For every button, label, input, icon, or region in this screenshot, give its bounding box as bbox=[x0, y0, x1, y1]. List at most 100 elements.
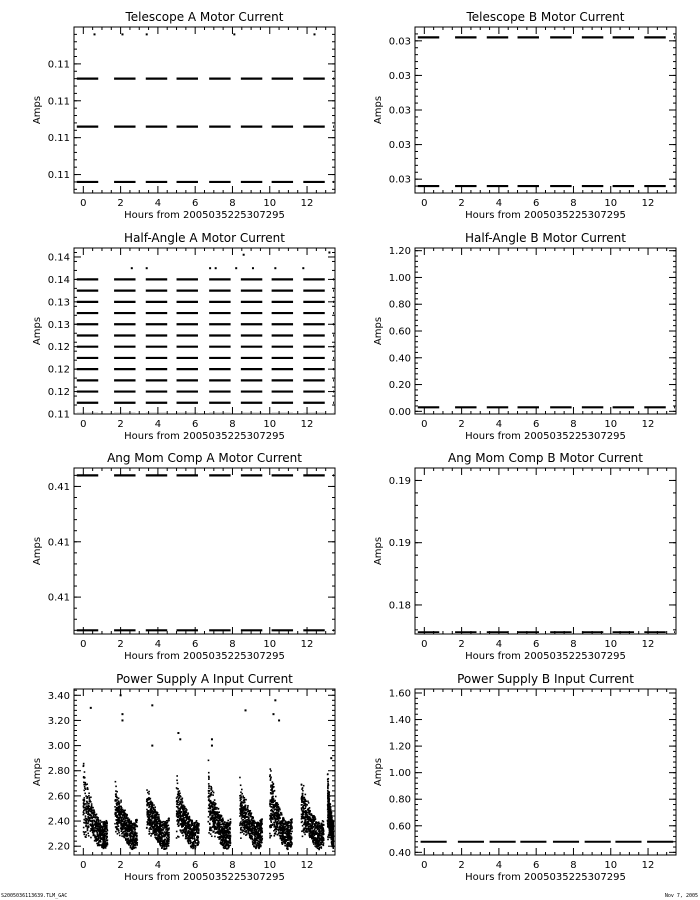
data-point bbox=[223, 835, 225, 838]
data-point bbox=[186, 816, 188, 819]
y-tick-label: 0.03 bbox=[389, 175, 411, 186]
data-point bbox=[252, 817, 254, 819]
data-point bbox=[209, 800, 211, 803]
data-point bbox=[175, 815, 178, 817]
data-point bbox=[229, 826, 231, 829]
data-point bbox=[261, 841, 263, 844]
data-point bbox=[114, 806, 116, 808]
y-tick-label: 1.00 bbox=[389, 273, 411, 284]
y-tick-label: 0.12 bbox=[48, 342, 70, 353]
data-point bbox=[269, 800, 271, 803]
data-point bbox=[213, 812, 216, 815]
data-point bbox=[218, 811, 220, 813]
data-point bbox=[243, 821, 246, 823]
x-axis-label: Hours from 2005035225307295 bbox=[124, 431, 285, 442]
data-point bbox=[229, 842, 231, 844]
data-point bbox=[271, 801, 273, 804]
data-point bbox=[251, 826, 254, 829]
data-point bbox=[189, 833, 192, 836]
data-point bbox=[244, 824, 247, 827]
data-point bbox=[244, 804, 247, 807]
data-point bbox=[192, 828, 195, 830]
data-point bbox=[90, 804, 93, 807]
data-point bbox=[259, 835, 262, 837]
data-point bbox=[104, 821, 107, 824]
data-point bbox=[83, 783, 85, 786]
data-point bbox=[118, 819, 120, 821]
data-point bbox=[242, 801, 244, 803]
data-point bbox=[99, 831, 102, 834]
data-point bbox=[245, 812, 248, 815]
data-point bbox=[159, 842, 161, 845]
data-point bbox=[86, 783, 88, 786]
data-point bbox=[89, 814, 92, 817]
data-point bbox=[279, 829, 282, 832]
data-point bbox=[211, 803, 213, 806]
data-point bbox=[157, 816, 159, 818]
data-point bbox=[317, 832, 319, 834]
data-point bbox=[302, 812, 304, 815]
data-point bbox=[116, 819, 119, 822]
data-point bbox=[94, 834, 96, 837]
data-point bbox=[92, 809, 95, 812]
data-point bbox=[219, 842, 222, 845]
data-point bbox=[154, 828, 156, 830]
y-tick-label: 0.03 bbox=[389, 71, 411, 82]
data-point bbox=[162, 820, 165, 823]
data-point bbox=[97, 843, 100, 846]
data-point bbox=[247, 808, 249, 811]
data-point bbox=[131, 826, 134, 828]
data-point bbox=[220, 819, 222, 821]
data-point bbox=[240, 821, 242, 823]
data-point bbox=[136, 825, 138, 827]
data-point bbox=[166, 828, 168, 831]
y-axis-label: Amps bbox=[373, 96, 384, 124]
data-point bbox=[208, 787, 210, 789]
data-point bbox=[277, 814, 280, 816]
data-point bbox=[218, 827, 220, 829]
data-point bbox=[273, 814, 275, 816]
x-tick-label: 0 bbox=[80, 860, 86, 871]
data-point bbox=[291, 825, 293, 828]
data-point bbox=[220, 831, 222, 834]
data-point bbox=[158, 822, 160, 825]
data-point bbox=[277, 832, 280, 835]
data-point bbox=[185, 828, 188, 831]
data-point bbox=[287, 830, 290, 833]
data-point bbox=[193, 844, 195, 846]
data-point bbox=[154, 829, 156, 832]
data-point bbox=[259, 826, 261, 829]
data-point bbox=[254, 832, 257, 835]
data-point bbox=[288, 832, 290, 835]
x-tick-label: 12 bbox=[301, 419, 314, 430]
data-point bbox=[88, 809, 91, 812]
data-point bbox=[134, 841, 137, 843]
data-point bbox=[241, 806, 243, 809]
data-point bbox=[222, 836, 225, 839]
data-point bbox=[116, 796, 118, 799]
data-point bbox=[126, 815, 128, 817]
data-point bbox=[268, 775, 271, 778]
data-point bbox=[244, 828, 246, 830]
data-point bbox=[301, 835, 304, 838]
data-point bbox=[118, 831, 120, 834]
data-point bbox=[101, 846, 104, 849]
data-point bbox=[241, 804, 244, 806]
data-point bbox=[95, 837, 98, 840]
data-point bbox=[148, 793, 150, 795]
data-point bbox=[94, 827, 96, 829]
data-point bbox=[186, 814, 189, 817]
data-point bbox=[217, 817, 219, 820]
y-axis-label: Amps bbox=[32, 317, 43, 345]
data-point bbox=[256, 828, 258, 831]
data-point bbox=[229, 838, 232, 840]
data-point bbox=[151, 802, 154, 804]
data-point bbox=[130, 835, 132, 837]
data-point bbox=[260, 836, 263, 839]
data-point bbox=[270, 784, 272, 787]
data-point bbox=[286, 835, 289, 838]
data-point bbox=[179, 795, 182, 798]
data-point bbox=[224, 840, 226, 843]
data-point bbox=[147, 816, 150, 819]
